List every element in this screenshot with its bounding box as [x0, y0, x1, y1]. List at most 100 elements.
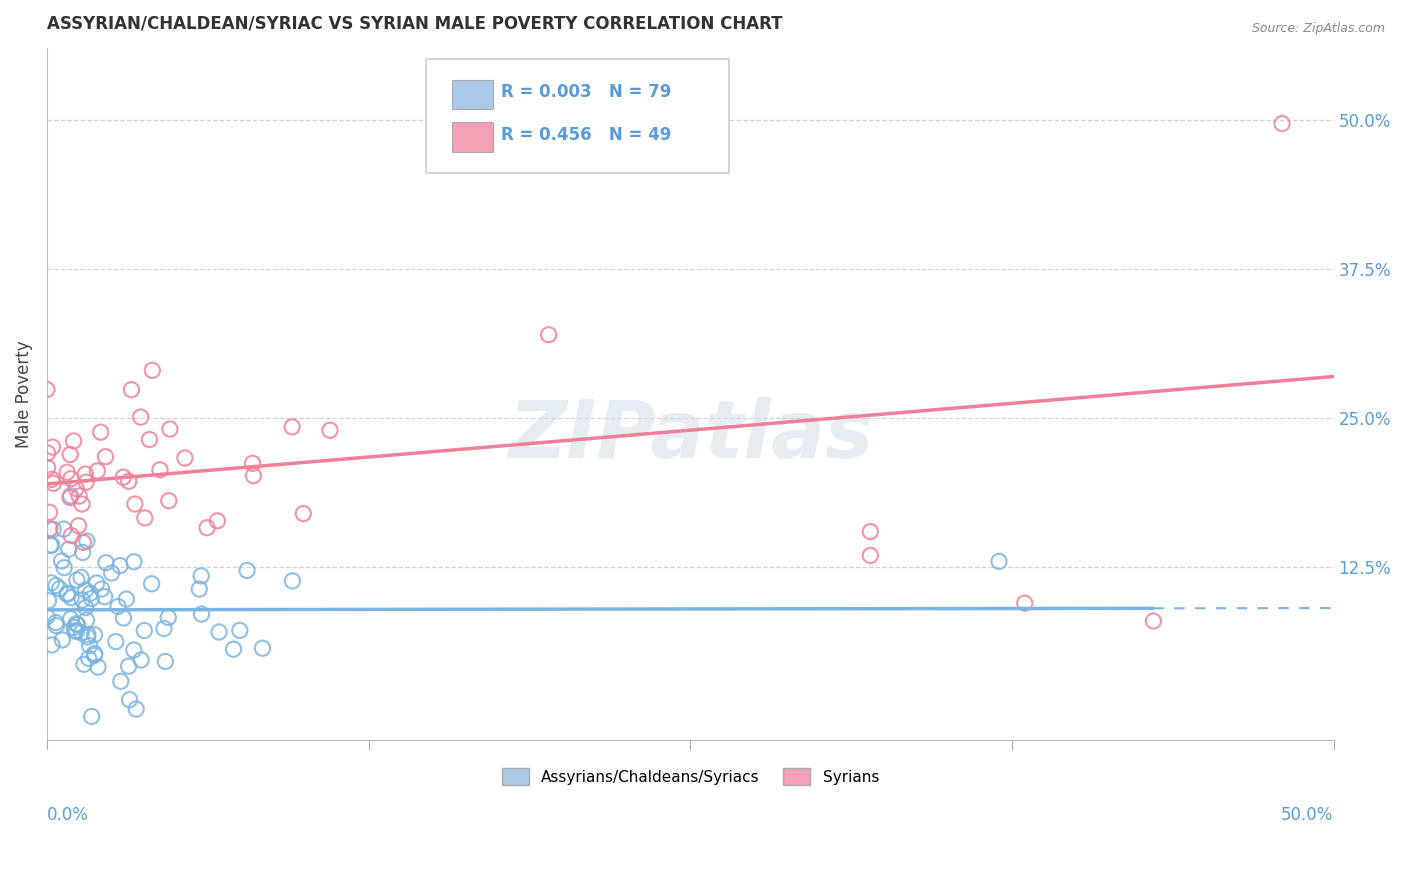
Text: ASSYRIAN/CHALDEAN/SYRIAC VS SYRIAN MALE POVERTY CORRELATION CHART: ASSYRIAN/CHALDEAN/SYRIAC VS SYRIAN MALE …	[46, 15, 782, 33]
Text: 50.0%: 50.0%	[1281, 806, 1333, 824]
Point	[51, 554, 73, 568]
Point	[37, 460, 59, 475]
Point	[75, 600, 97, 615]
Point	[65, 482, 87, 496]
Point	[58, 542, 80, 557]
Point	[134, 624, 156, 638]
Point	[70, 593, 93, 607]
Point	[59, 491, 82, 505]
Point	[87, 660, 110, 674]
Point	[90, 582, 112, 596]
Point	[39, 538, 62, 552]
Point	[41, 638, 63, 652]
Point	[83, 628, 105, 642]
Point	[66, 624, 89, 639]
Point	[48, 582, 70, 596]
Point	[120, 383, 142, 397]
Point	[988, 554, 1011, 568]
Point	[157, 610, 180, 624]
Point	[56, 587, 79, 601]
Point	[153, 622, 176, 636]
Point	[1142, 614, 1164, 628]
Point	[537, 327, 560, 342]
Point	[94, 450, 117, 464]
Point	[41, 538, 63, 552]
Point	[59, 472, 82, 486]
Point	[281, 574, 304, 588]
Point	[157, 493, 180, 508]
Point	[141, 576, 163, 591]
Point	[122, 643, 145, 657]
Point	[39, 575, 62, 590]
Point	[859, 549, 882, 563]
Point	[42, 523, 65, 537]
Point	[208, 625, 231, 640]
Point	[45, 618, 67, 632]
Point	[252, 641, 274, 656]
Point	[118, 692, 141, 706]
Point	[190, 607, 212, 621]
FancyBboxPatch shape	[453, 79, 494, 109]
Point	[149, 463, 172, 477]
Point	[63, 624, 86, 638]
Point	[79, 586, 101, 600]
Point	[125, 702, 148, 716]
Point	[1271, 117, 1294, 131]
Point	[242, 456, 264, 470]
Point	[59, 489, 82, 503]
Point	[76, 534, 98, 549]
Point	[59, 448, 82, 462]
Point	[41, 472, 63, 486]
Point	[35, 609, 58, 624]
Point	[60, 528, 83, 542]
Point	[117, 659, 139, 673]
Point	[56, 586, 79, 600]
Point	[129, 410, 152, 425]
Point	[122, 555, 145, 569]
Point	[60, 591, 83, 605]
Point	[73, 657, 96, 672]
Point	[52, 522, 75, 536]
Point	[63, 620, 86, 634]
Point	[159, 422, 181, 436]
Point	[134, 511, 156, 525]
Text: R = 0.003   N = 79: R = 0.003 N = 79	[501, 83, 672, 101]
Point	[90, 425, 112, 440]
Point	[100, 566, 122, 580]
Point	[70, 570, 93, 584]
Point	[80, 591, 103, 606]
Y-axis label: Male Poverty: Male Poverty	[15, 341, 32, 448]
Point	[35, 383, 58, 397]
Point	[319, 423, 342, 437]
Point	[51, 632, 73, 647]
Point	[37, 446, 59, 460]
Point	[80, 709, 103, 723]
FancyBboxPatch shape	[426, 59, 728, 173]
Point	[108, 558, 131, 573]
Point	[86, 576, 108, 591]
Legend: Assyrians/Chaldeans/Syriacs, Syrians: Assyrians/Chaldeans/Syriacs, Syrians	[495, 762, 884, 791]
Point	[77, 628, 100, 642]
Point	[195, 521, 218, 535]
Point	[38, 593, 60, 607]
Point	[76, 630, 98, 644]
Point	[38, 522, 60, 536]
Point	[83, 647, 105, 661]
Text: R = 0.456   N = 49: R = 0.456 N = 49	[501, 126, 672, 144]
Point	[75, 467, 97, 482]
Point	[59, 612, 82, 626]
Point	[242, 468, 264, 483]
Point	[138, 433, 160, 447]
Point	[124, 497, 146, 511]
Point	[112, 470, 135, 484]
Point	[42, 476, 65, 491]
Point	[62, 434, 84, 448]
Point	[110, 674, 132, 689]
Point	[236, 564, 259, 578]
Point	[104, 634, 127, 648]
Point	[45, 578, 67, 592]
Point	[141, 363, 163, 377]
Point	[207, 514, 229, 528]
Point	[281, 419, 304, 434]
Point	[86, 464, 108, 478]
